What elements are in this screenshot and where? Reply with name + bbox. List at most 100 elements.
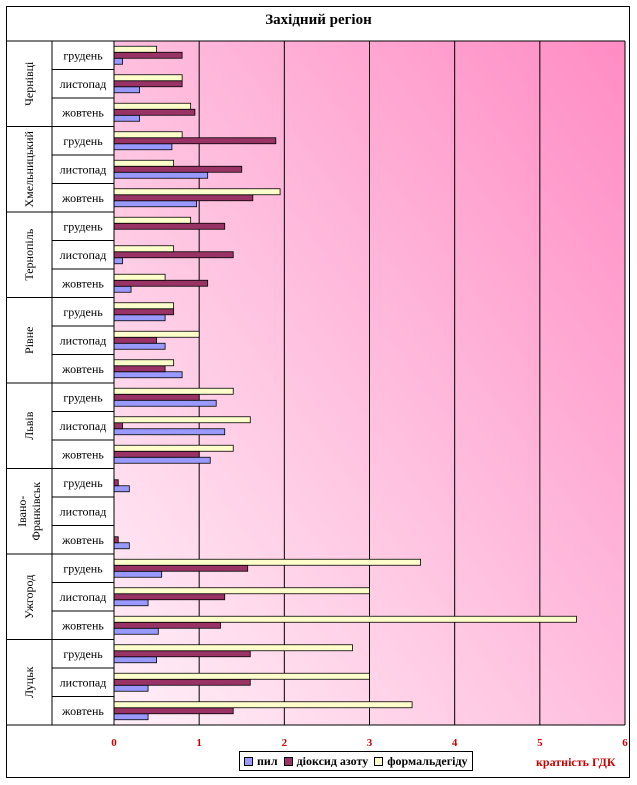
bar-dust — [113, 86, 140, 94]
bar-formaldehyde — [113, 587, 370, 595]
bar-nitrogen-dioxide — [113, 165, 243, 173]
bar-dust — [113, 599, 149, 607]
x-tick-label: 3 — [367, 737, 373, 749]
city-label: Ужгород — [22, 575, 36, 619]
bar-nitrogen-dioxide — [113, 51, 183, 59]
legend-swatch-formaldehyde — [374, 756, 384, 766]
city-label: Рівне — [22, 327, 36, 354]
x-tick-label: 4 — [452, 737, 458, 749]
bar-dust — [113, 257, 123, 265]
legend-label-formaldehyde: формальдегіду — [387, 753, 468, 768]
x-axis-label: кратність ГДК — [536, 755, 616, 769]
legend-swatch-dust — [244, 756, 253, 766]
bar-dust — [113, 285, 132, 293]
chart-frame — [6, 6, 630, 778]
bar-dust — [113, 627, 159, 635]
month-label: жовтень — [61, 704, 104, 718]
month-label: листопад — [60, 248, 107, 262]
city-label: Івано- — [15, 496, 29, 527]
bar-nitrogen-dioxide — [113, 137, 277, 145]
bar-dust — [113, 485, 130, 493]
x-tick-label: 0 — [111, 737, 117, 749]
bar-nitrogen-dioxide — [113, 222, 226, 230]
bar-formaldehyde — [113, 45, 157, 53]
x-tick-label: 2 — [282, 737, 288, 749]
bar-formaldehyde — [113, 131, 183, 139]
month-label: жовтень — [61, 618, 104, 632]
bar-nitrogen-dioxide — [113, 365, 166, 373]
legend-swatch-nitrogen-dioxide — [283, 756, 293, 766]
x-tick-label: 1 — [196, 737, 202, 749]
bar-dust — [113, 456, 211, 464]
month-label: грудень — [63, 390, 103, 404]
city-label: Хмельницький — [22, 130, 36, 207]
month-label: грудень — [63, 219, 103, 233]
bar-formaldehyde — [113, 245, 175, 253]
bar-dust — [113, 570, 163, 578]
bar-nitrogen-dioxide — [113, 621, 221, 629]
legend-label-dust: пил — [257, 753, 278, 768]
legend-item-dust: пил — [244, 754, 278, 769]
bar-nitrogen-dioxide — [113, 678, 251, 686]
legend-label-nitrogen-dioxide: діоксид азоту — [296, 753, 369, 768]
month-label: жовтень — [61, 191, 104, 205]
legend: пил діоксид азоту формальдегіду — [239, 751, 473, 771]
bar-dust — [113, 114, 140, 122]
month-label: жовтень — [61, 105, 104, 119]
bar-nitrogen-dioxide — [113, 251, 234, 259]
bar-dust — [113, 342, 166, 350]
month-label: жовтень — [61, 447, 104, 461]
bar-nitrogen-dioxide — [113, 650, 251, 658]
legend-item-formaldehyde: формальдегіду — [374, 753, 468, 769]
bar-dust — [113, 656, 157, 664]
month-label: листопад — [60, 419, 107, 433]
bar-dust — [113, 200, 198, 208]
bar-dust — [113, 371, 183, 379]
bar-formaldehyde — [113, 387, 234, 395]
bar-nitrogen-dioxide — [113, 308, 175, 316]
bar-dust — [113, 684, 149, 692]
bar-dust — [113, 428, 226, 436]
month-label: листопад — [60, 333, 107, 347]
bar-nitrogen-dioxide — [113, 194, 254, 202]
x-tick-label: 5 — [537, 737, 543, 749]
month-label: жовтень — [61, 533, 104, 547]
bar-formaldehyde — [113, 74, 183, 82]
bar-formaldehyde — [113, 615, 577, 623]
bar-nitrogen-dioxide — [113, 422, 123, 430]
bar-nitrogen-dioxide — [113, 536, 119, 544]
bar-formaldehyde — [113, 188, 281, 196]
bar-dust — [113, 399, 217, 407]
bar-formaldehyde — [113, 701, 413, 709]
bar-nitrogen-dioxide — [113, 336, 157, 344]
month-label: жовтень — [61, 276, 104, 290]
legend-item-nitrogen-dioxide: діоксид азоту — [283, 753, 369, 769]
bar-dust — [113, 143, 173, 151]
bar-formaldehyde — [113, 416, 251, 424]
city-label: Чернівці — [22, 61, 36, 106]
city-label: Львів — [22, 411, 36, 440]
month-label: листопад — [60, 504, 107, 518]
bar-nitrogen-dioxide — [113, 564, 249, 572]
bar-nitrogen-dioxide — [113, 450, 200, 458]
bar-nitrogen-dioxide — [113, 479, 119, 487]
month-label: грудень — [63, 561, 103, 575]
bar-dust — [113, 542, 130, 550]
month-label: листопад — [60, 590, 107, 604]
month-label: жовтень — [61, 362, 104, 376]
bar-formaldehyde — [113, 102, 192, 110]
bar-formaldehyde — [113, 558, 422, 566]
city-label: Луцьк — [22, 666, 36, 698]
bar-nitrogen-dioxide — [113, 108, 196, 116]
city-label: Тернопіль — [22, 228, 36, 280]
month-label: листопад — [60, 77, 107, 91]
month-label: листопад — [60, 675, 107, 689]
bar-dust — [113, 171, 209, 179]
bar-nitrogen-dioxide — [113, 80, 183, 88]
month-label: грудень — [63, 134, 103, 148]
bar-nitrogen-dioxide — [113, 279, 209, 287]
month-label: грудень — [63, 476, 103, 490]
bar-dust — [113, 57, 123, 65]
bar-nitrogen-dioxide — [113, 707, 234, 715]
